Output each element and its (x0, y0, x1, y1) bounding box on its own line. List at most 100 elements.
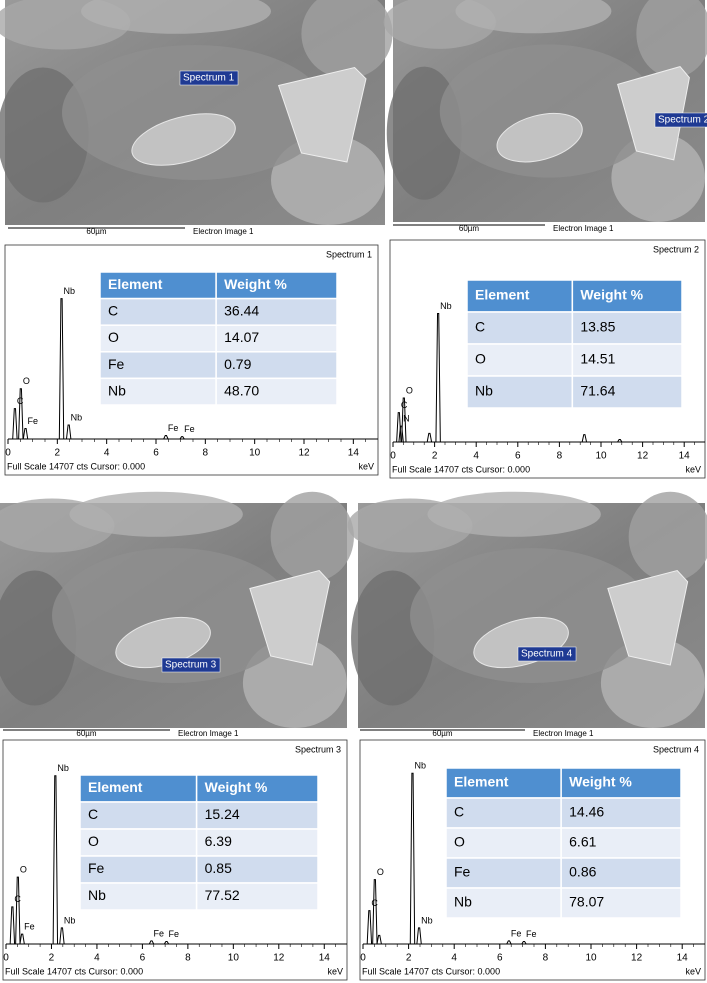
spectrum-marker-box (161, 657, 221, 673)
table-cell (215, 351, 338, 380)
peak-label: O (23, 376, 30, 386)
table-cell (445, 857, 562, 889)
table-cell-text: Fe (454, 864, 471, 880)
scale-bar-label: 60µm (76, 729, 97, 738)
x-tick-label: 10 (249, 448, 261, 459)
peak (426, 432, 433, 443)
x-tick-label: 4 (94, 953, 100, 964)
x-tick-label: 6 (497, 953, 503, 964)
peak-label: O (20, 865, 27, 875)
peak (179, 436, 185, 440)
table-header-cell (215, 271, 338, 300)
scale-bar-label: 60µm (86, 227, 107, 236)
table-cell (195, 882, 319, 911)
sem-feature (410, 548, 653, 683)
table-cell (99, 377, 217, 406)
scale-bar-label: 60µm (459, 224, 480, 233)
image-label: Electron Image 1 (178, 729, 239, 738)
table-cell (445, 827, 562, 859)
spectrum-footer: Full Scale 14707 cts Cursor: 0.000 (392, 464, 530, 474)
table-cell-text: 6.39 (205, 833, 232, 849)
table-cell-text: O (108, 329, 119, 345)
table-cell-text: 0.85 (205, 860, 232, 876)
table-cell-text: Nb (108, 382, 126, 398)
peak-label: C (14, 894, 21, 904)
table-cell-text: 14.46 (569, 804, 604, 820)
sem-flake (249, 569, 331, 666)
sem-flake (277, 66, 367, 163)
spectrum-marker: Spectrum 1 (183, 73, 235, 84)
image-label: Electron Image 1 (533, 729, 594, 738)
sem-feature (427, 491, 601, 537)
peak-label: Fe (511, 928, 522, 938)
table-cell-text: Fe (108, 356, 125, 372)
table-cell (99, 324, 217, 353)
sem-feature (81, 0, 271, 34)
spectrum-title: Spectrum 3 (295, 744, 341, 754)
peak-label: Fe (168, 929, 179, 939)
sem-feature (52, 548, 295, 683)
table-cell (215, 297, 338, 326)
x-unit: keV (358, 461, 374, 471)
sem-feature (271, 135, 385, 225)
spectrum-marker: Spectrum 3 (165, 660, 217, 671)
peak (18, 388, 24, 440)
peak-label: Fe (24, 921, 35, 931)
peak (521, 941, 527, 945)
table-header-text: Element (475, 287, 530, 303)
peak (401, 397, 407, 443)
x-tick-label: 14 (348, 448, 360, 459)
sem-feature (301, 0, 393, 79)
peak (398, 425, 404, 443)
x-tick-label: 8 (203, 448, 209, 459)
table-cell-text: 0.79 (224, 356, 251, 372)
sem-feature (636, 0, 707, 78)
x-unit: keV (327, 966, 343, 976)
peak-label: C (17, 396, 24, 406)
x-tick-label: 12 (273, 953, 285, 964)
peak-label: O (406, 385, 413, 395)
table-cell-text: Nb (475, 383, 493, 399)
peak (52, 775, 59, 945)
x-tick-label: 0 (390, 451, 396, 462)
x-tick-label: 2 (55, 448, 61, 459)
x-tick-label: 4 (104, 448, 110, 459)
table-cell-text: 0.86 (569, 864, 596, 880)
sem-feature (69, 491, 243, 537)
peak (409, 772, 416, 945)
peak-label: C (371, 898, 378, 908)
table-cell-text: C (88, 806, 98, 822)
x-tick-label: 0 (3, 953, 9, 964)
image-label: Electron Image 1 (553, 224, 614, 233)
peak-label: Fe (168, 423, 179, 433)
spectrum-marker-box (517, 646, 577, 662)
peak (506, 940, 512, 945)
x-tick-label: 6 (515, 451, 521, 462)
peak (15, 876, 21, 945)
table-cell-text: 13.85 (580, 319, 615, 335)
table-cell (571, 375, 683, 409)
table-header-text: Weight % (580, 287, 643, 303)
table-header-text: Weight % (569, 774, 632, 790)
table-cell (195, 801, 319, 830)
peak (581, 434, 588, 443)
peak-label: Nb (64, 915, 76, 925)
peak-label: Nb (421, 915, 433, 925)
sem-feature (439, 44, 659, 178)
peak-label: Nb (71, 412, 83, 422)
peak (19, 933, 25, 945)
peak (416, 927, 422, 945)
peak (58, 298, 65, 440)
peak-label: Nb (414, 761, 426, 771)
peak (163, 434, 169, 440)
peak-label: Nb (64, 286, 76, 296)
table-header-text: Element (88, 779, 143, 795)
spectrum-title: Spectrum 2 (653, 244, 699, 254)
sem-feature (611, 133, 705, 223)
peak (22, 427, 29, 440)
x-tick-label: 12 (298, 448, 310, 459)
x-tick-label: 4 (451, 953, 457, 964)
peak-label: Fe (526, 929, 537, 939)
x-tick-label: 2 (49, 953, 55, 964)
